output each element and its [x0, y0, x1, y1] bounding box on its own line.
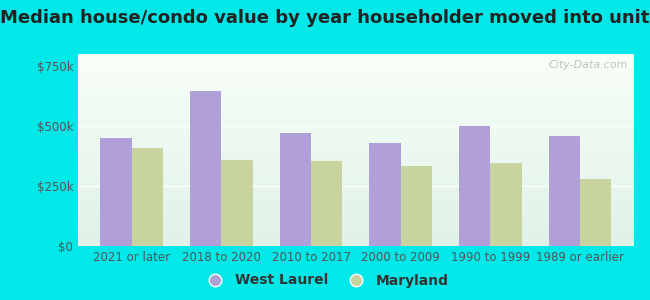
Bar	[459, 127, 490, 246]
Bar	[100, 138, 132, 246]
Bar	[490, 163, 522, 246]
Bar	[190, 91, 222, 246]
Bar	[280, 133, 311, 246]
Bar	[400, 166, 432, 246]
Bar	[311, 161, 343, 246]
Bar	[580, 179, 612, 246]
Bar	[549, 136, 580, 246]
Bar	[222, 160, 253, 246]
Legend: West Laurel, Maryland: West Laurel, Maryland	[196, 268, 454, 293]
Text: Median house/condo value by year householder moved into unit: Median house/condo value by year househo…	[0, 9, 650, 27]
Bar	[132, 148, 163, 246]
Bar	[369, 143, 400, 246]
Text: City-Data.com: City-Data.com	[549, 60, 628, 70]
